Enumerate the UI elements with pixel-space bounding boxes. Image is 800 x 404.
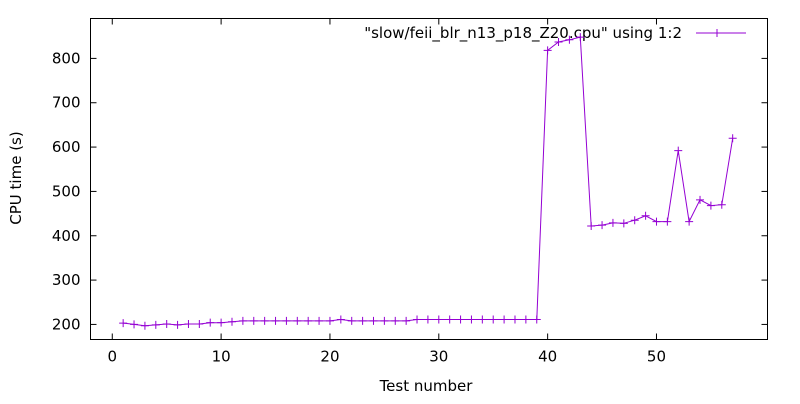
data-point (456, 315, 465, 324)
data-point (358, 316, 367, 325)
data-point (445, 315, 454, 324)
data-point (130, 320, 139, 329)
data-point (325, 316, 334, 325)
data-point (717, 200, 726, 209)
data-point (304, 316, 313, 325)
data-point (184, 319, 193, 328)
legend-marker (713, 29, 721, 37)
x-tick-label: 50 (647, 348, 666, 366)
plot-border (90, 18, 768, 340)
data-point (608, 218, 617, 227)
data-point (652, 217, 661, 226)
data-point (347, 316, 356, 325)
data-point (271, 316, 280, 325)
x-axis-label: Test number (379, 377, 474, 395)
data-point (173, 320, 182, 329)
y-axis-label: CPU time (s) (7, 131, 25, 224)
data-point (282, 316, 291, 325)
data-point (467, 315, 476, 324)
y-tick-label: 400 (52, 227, 81, 245)
data-point (510, 315, 519, 324)
y-tick-label: 300 (52, 271, 81, 289)
data-point (434, 315, 443, 324)
x-tick-label: 0 (107, 348, 117, 366)
data-point (521, 315, 530, 324)
data-point (500, 315, 509, 324)
data-point (140, 321, 149, 330)
data-point (413, 315, 422, 324)
data-point (619, 219, 628, 228)
y-tick-label: 600 (52, 138, 81, 156)
legend: "slow/feii_blr_n13_p18_Z20.cpu" using 1:… (364, 24, 746, 43)
x-tick-label: 10 (212, 348, 231, 366)
data-point (380, 316, 389, 325)
data-point (554, 37, 563, 46)
x-tick-label: 40 (538, 348, 557, 366)
data-point (674, 146, 683, 155)
y-tick-label: 200 (52, 315, 81, 333)
data-point (119, 319, 128, 328)
data-point (641, 211, 650, 220)
data-point (532, 315, 541, 324)
data-point (685, 217, 694, 226)
data-point (217, 318, 226, 327)
data-point (195, 319, 204, 328)
legend-label: "slow/feii_blr_n13_p18_Z20.cpu" using 1:… (364, 24, 682, 43)
data-point (696, 195, 705, 204)
data-point (489, 315, 498, 324)
data-point (543, 46, 552, 55)
data-point (227, 317, 236, 326)
data-point (249, 316, 258, 325)
data-point (478, 315, 487, 324)
x-tick-label: 20 (320, 348, 339, 366)
data-point (565, 35, 574, 44)
data-point (391, 316, 400, 325)
y-tick-label: 800 (52, 49, 81, 67)
data-point (369, 316, 378, 325)
series-line (123, 36, 734, 327)
data-point (315, 316, 324, 325)
data-point (336, 315, 345, 324)
data-point (402, 316, 411, 325)
data-point (728, 134, 737, 143)
data-point (260, 316, 269, 325)
y-tick-label: 500 (52, 182, 81, 200)
data-point (206, 318, 215, 327)
data-point (293, 316, 302, 325)
y-tick-label: 700 (52, 94, 81, 112)
data-point (576, 33, 585, 42)
data-point (423, 315, 432, 324)
data-point (663, 217, 672, 226)
data-point (151, 320, 160, 329)
axis-ticks: 0 10 20 30 40 50 200 300 400 500 600 700 800 (52, 18, 768, 366)
data-point (706, 201, 715, 210)
data-point (587, 221, 596, 230)
series-group (119, 33, 737, 330)
data-point (630, 216, 639, 225)
data-point (162, 319, 171, 328)
data-point (598, 221, 607, 230)
x-tick-label: 30 (429, 348, 448, 366)
data-point (238, 316, 247, 325)
